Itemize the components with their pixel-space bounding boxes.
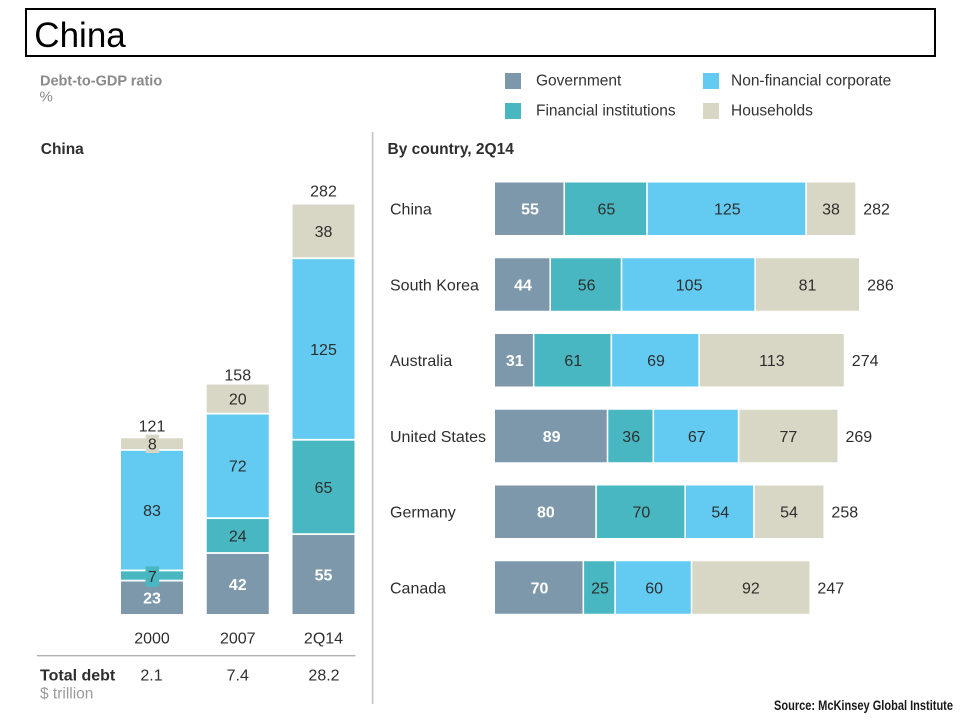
- svg-text:89: 89: [543, 429, 561, 446]
- svg-text:31: 31: [506, 353, 524, 370]
- svg-text:65: 65: [597, 202, 615, 219]
- svg-text:70: 70: [632, 505, 650, 522]
- svg-text:42: 42: [229, 577, 247, 594]
- svg-text:Financial institutions: Financial institutions: [536, 103, 676, 120]
- svg-text:44: 44: [514, 277, 532, 294]
- svg-text:%: %: [40, 89, 53, 106]
- svg-text:158: 158: [224, 368, 251, 385]
- svg-text:282: 282: [863, 202, 890, 219]
- svg-text:23: 23: [143, 591, 161, 608]
- svg-text:25: 25: [591, 580, 609, 597]
- svg-text:70: 70: [531, 580, 549, 597]
- svg-text:121: 121: [139, 419, 166, 436]
- svg-text:Australia: Australia: [390, 353, 452, 370]
- svg-text:54: 54: [711, 505, 729, 522]
- svg-text:282: 282: [310, 184, 337, 201]
- svg-text:269: 269: [845, 429, 872, 446]
- svg-text:38: 38: [822, 202, 840, 219]
- svg-text:United States: United States: [390, 429, 486, 446]
- svg-text:54: 54: [780, 505, 798, 522]
- svg-text:China: China: [41, 141, 84, 158]
- svg-text:92: 92: [742, 580, 760, 597]
- svg-text:81: 81: [799, 277, 817, 294]
- svg-text:67: 67: [688, 429, 706, 446]
- svg-text:8: 8: [148, 436, 157, 453]
- svg-text:Government: Government: [536, 73, 622, 90]
- svg-text:60: 60: [645, 580, 663, 597]
- svg-text:105: 105: [676, 277, 703, 294]
- svg-text:55: 55: [315, 567, 333, 584]
- svg-text:7.4: 7.4: [227, 668, 249, 685]
- svg-text:$ trillion: $ trillion: [40, 686, 93, 703]
- svg-text:Non-financial corporate: Non-financial corporate: [731, 73, 891, 90]
- svg-text:65: 65: [315, 480, 333, 497]
- svg-text:72: 72: [229, 459, 247, 476]
- svg-text:Total debt: Total debt: [40, 668, 116, 685]
- svg-text:Source: McKinsey Global Instit: Source: McKinsey Global Institute: [774, 697, 953, 713]
- svg-text:28.2: 28.2: [308, 668, 339, 685]
- svg-text:274: 274: [852, 353, 879, 370]
- svg-text:7: 7: [148, 569, 157, 586]
- svg-text:69: 69: [647, 353, 665, 370]
- svg-text:2000: 2000: [134, 630, 170, 647]
- svg-text:286: 286: [867, 277, 894, 294]
- svg-text:113: 113: [759, 353, 785, 370]
- svg-text:Households: Households: [731, 103, 813, 120]
- svg-text:2Q14: 2Q14: [304, 630, 343, 647]
- svg-text:56: 56: [578, 277, 596, 294]
- svg-text:77: 77: [780, 429, 798, 446]
- svg-text:80: 80: [537, 505, 555, 522]
- svg-text:2007: 2007: [220, 630, 256, 647]
- svg-text:55: 55: [521, 202, 539, 219]
- svg-text:20: 20: [229, 392, 247, 409]
- svg-text:38: 38: [315, 224, 333, 241]
- svg-text:South Korea: South Korea: [390, 277, 479, 294]
- svg-text:247: 247: [817, 580, 844, 597]
- svg-text:Germany: Germany: [390, 505, 456, 522]
- svg-text:2.1: 2.1: [140, 668, 162, 685]
- svg-text:125: 125: [714, 202, 741, 219]
- svg-text:Canada: Canada: [390, 580, 446, 597]
- svg-text:China: China: [390, 202, 432, 219]
- svg-text:Debt-to-GDP ratio: Debt-to-GDP ratio: [40, 73, 162, 89]
- svg-text:By country, 2Q14: By country, 2Q14: [388, 141, 515, 158]
- svg-text:24: 24: [229, 528, 247, 545]
- svg-text:36: 36: [622, 429, 640, 446]
- svg-text:83: 83: [143, 503, 161, 520]
- svg-text:China: China: [34, 16, 126, 55]
- svg-text:258: 258: [831, 505, 858, 522]
- svg-text:61: 61: [564, 353, 582, 370]
- svg-text:125: 125: [310, 342, 337, 359]
